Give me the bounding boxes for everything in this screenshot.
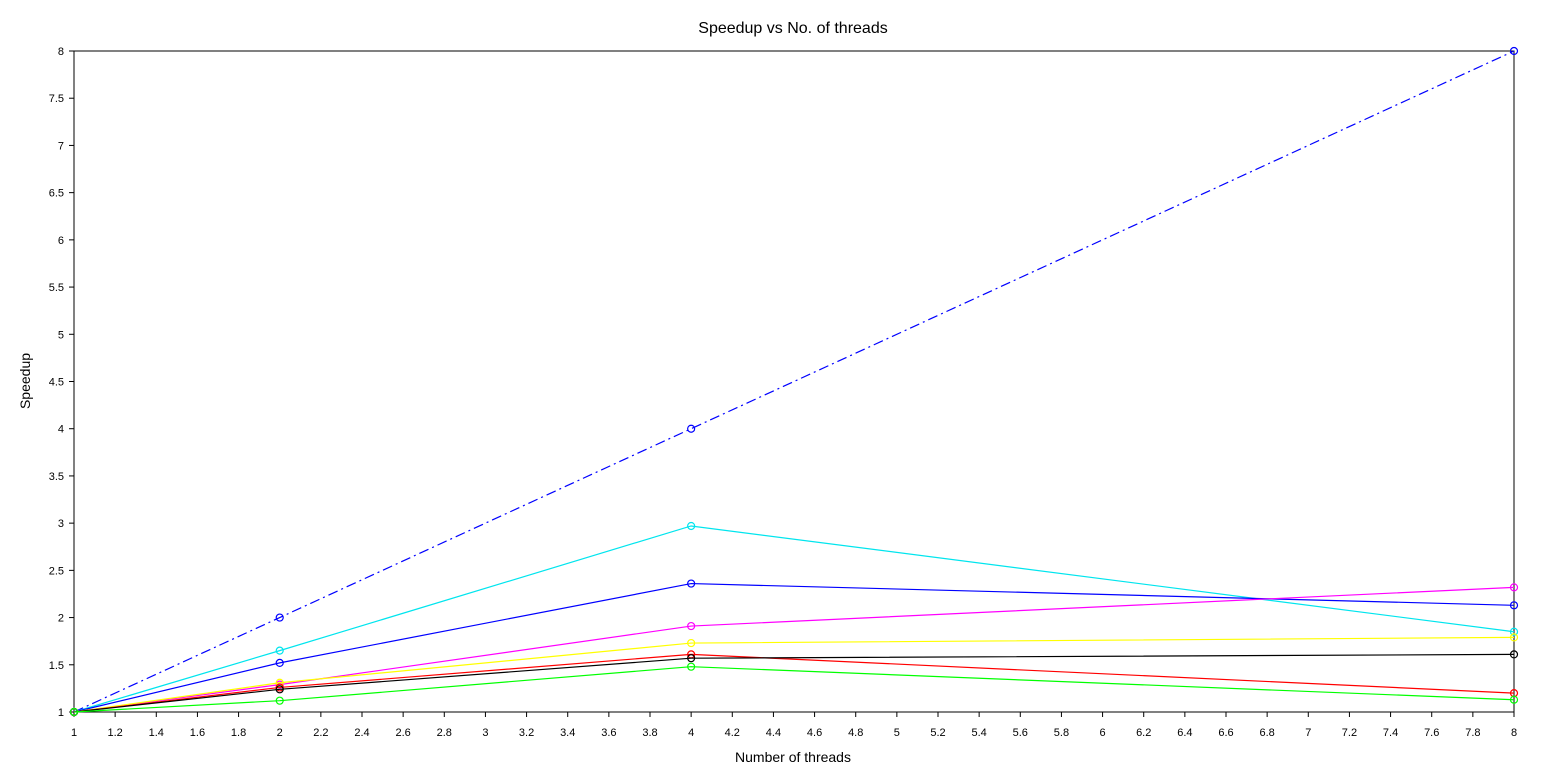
y-tick-label: 2 — [58, 613, 64, 625]
data-point — [1509, 601, 1519, 610]
x-tick-label: 5.6 — [1013, 727, 1028, 739]
x-tick-label: 4.4 — [766, 727, 781, 739]
data-point — [275, 613, 284, 622]
series-line — [73, 50, 1515, 713]
x-tick-label: 3.4 — [560, 727, 575, 739]
x-tick-label: 3.8 — [642, 727, 657, 739]
y-tick-label: 6 — [58, 235, 64, 247]
x-tick-label: 4.2 — [725, 727, 740, 739]
x-tick-label: 5.8 — [1054, 727, 1069, 739]
x-tick-label: 4.8 — [848, 727, 863, 739]
series-layer — [69, 46, 1519, 717]
x-tick-label: 2.4 — [354, 727, 369, 739]
x-tick-label: 5 — [894, 727, 900, 739]
x-tick-label: 3.6 — [601, 727, 616, 739]
series-line — [73, 525, 1515, 713]
x-tick-label: 1.2 — [107, 727, 122, 739]
x-axis: 1 1.2 1.4 1.6 1.8 2 2.2 2.4 2.6 2.8 3 3.2 3.4 3.6 3.8 4… — [71, 712, 1517, 739]
y-tick-label: 3.5 — [49, 471, 64, 483]
series-line — [73, 586, 1515, 713]
x-tick-label: 6.6 — [1218, 727, 1233, 739]
x-tick-label: 4.6 — [807, 727, 822, 739]
data-point — [275, 685, 284, 694]
series-line — [73, 582, 1515, 713]
x-tick-label: 1.8 — [231, 727, 246, 739]
x-tick-label: 2.6 — [395, 727, 410, 739]
chart-title: Speedup vs No. of threads — [698, 20, 887, 37]
y-tick-label: 8 — [58, 46, 64, 58]
y-axis-title: Speedup — [17, 353, 33, 409]
x-tick-label: 6.2 — [1136, 727, 1151, 739]
x-tick-label: 7.4 — [1383, 727, 1398, 739]
x-tick-label: 1.4 — [149, 727, 164, 739]
y-tick-label: 1.5 — [49, 660, 64, 672]
x-tick-label: 2.8 — [437, 727, 452, 739]
x-tick-label: 2.2 — [313, 727, 328, 739]
data-point — [1509, 627, 1519, 636]
y-tick-label: 4 — [58, 424, 64, 436]
x-tick-label: 7.2 — [1342, 727, 1357, 739]
series-line — [73, 636, 1515, 713]
data-point — [1509, 583, 1519, 592]
data-point — [1509, 695, 1519, 704]
x-tick-label: 8 — [1511, 727, 1517, 739]
y-axis: 1 1.5 2 2.5 3 3.5 4 4.5 5 5.5 6 6.5 7 7.5 8 — [49, 46, 74, 719]
data-point — [687, 621, 696, 631]
series-line — [73, 653, 1515, 713]
y-tick-label: 6.5 — [49, 188, 64, 200]
series-1 — [69, 46, 1519, 717]
y-tick-label: 5 — [58, 329, 64, 341]
data-point — [1509, 650, 1519, 659]
x-tick-label: 7 — [1305, 727, 1311, 739]
data-point — [687, 654, 696, 663]
x-tick-label: 1 — [71, 727, 77, 739]
x-tick-label: 3.2 — [519, 727, 534, 739]
y-tick-label: 3 — [58, 518, 64, 530]
data-point — [275, 646, 284, 655]
y-tick-label: 5.5 — [49, 282, 64, 294]
x-tick-label: 6 — [1100, 727, 1106, 739]
x-tick-label: 3 — [482, 727, 488, 739]
x-tick-label: 5.4 — [971, 727, 986, 739]
y-tick-label: 1 — [58, 707, 64, 719]
x-axis-title: Number of threads — [735, 749, 851, 765]
data-point — [69, 707, 79, 717]
data-point — [275, 696, 284, 705]
y-tick-label: 7 — [58, 140, 64, 152]
series-8 — [69, 662, 1519, 717]
x-tick-label: 7.8 — [1465, 727, 1480, 739]
series-line — [73, 653, 1515, 713]
data-point — [687, 638, 696, 648]
data-point — [1509, 46, 1519, 56]
y-tick-label: 4.5 — [49, 377, 64, 389]
x-tick-label: 6.4 — [1177, 727, 1192, 739]
data-point — [687, 521, 696, 531]
series-5 — [69, 633, 1519, 717]
x-tick-label: 6.8 — [1259, 727, 1274, 739]
x-tick-label: 1.6 — [190, 727, 205, 739]
series-4 — [69, 583, 1519, 717]
series-line — [73, 666, 1515, 713]
y-tick-label: 7.5 — [49, 93, 64, 105]
x-tick-label: 7.6 — [1424, 727, 1439, 739]
data-point — [275, 658, 284, 667]
x-tick-label: 2 — [277, 727, 283, 739]
y-tick-label: 2.5 — [49, 565, 64, 577]
x-tick-label: 5.2 — [930, 727, 945, 739]
data-point — [687, 579, 696, 588]
data-point — [687, 662, 696, 671]
data-point — [1509, 633, 1519, 642]
data-point — [687, 424, 696, 433]
x-tick-label: 4 — [688, 727, 694, 739]
